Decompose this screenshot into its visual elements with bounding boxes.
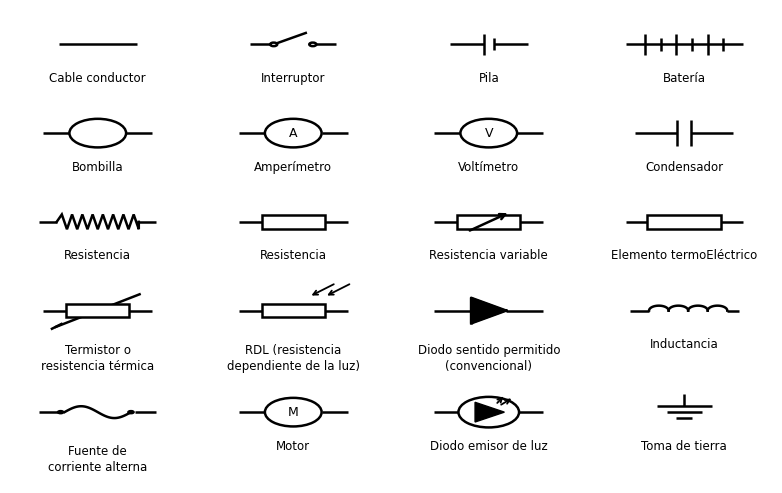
Circle shape: [265, 398, 321, 426]
Text: Bombilla: Bombilla: [72, 161, 124, 174]
Text: Condensador: Condensador: [645, 161, 723, 174]
Text: Amperímetro: Amperímetro: [254, 161, 332, 174]
Text: M: M: [288, 406, 299, 419]
Circle shape: [310, 42, 317, 46]
Text: Inductancia: Inductancia: [650, 338, 719, 351]
Text: Voltímetro: Voltímetro: [458, 161, 519, 174]
Circle shape: [58, 411, 64, 414]
Bar: [647, 215, 722, 229]
Text: RDL (resistencia
dependiente de la luz): RDL (resistencia dependiente de la luz): [227, 344, 360, 373]
Circle shape: [70, 119, 126, 147]
Polygon shape: [475, 402, 504, 422]
Circle shape: [271, 42, 278, 46]
Text: Cable conductor: Cable conductor: [49, 72, 146, 85]
Circle shape: [458, 397, 519, 427]
Polygon shape: [471, 298, 507, 323]
Bar: [457, 215, 520, 229]
Text: Pila: Pila: [479, 72, 499, 85]
Text: Diodo sentido permitido
(convencional): Diodo sentido permitido (convencional): [418, 344, 560, 373]
Text: Resistencia: Resistencia: [260, 249, 327, 262]
Text: Diodo emisor de luz: Diodo emisor de luz: [430, 440, 547, 453]
Text: Motor: Motor: [276, 440, 310, 453]
Text: V: V: [485, 127, 493, 140]
Bar: [66, 304, 129, 317]
Bar: [262, 215, 325, 229]
Text: Batería: Batería: [663, 72, 705, 85]
Circle shape: [265, 119, 321, 147]
Text: Interruptor: Interruptor: [261, 72, 325, 85]
Text: A: A: [289, 127, 297, 140]
Text: Termistor o
resistencia térmica: Termistor o resistencia térmica: [41, 344, 154, 373]
Text: Elemento termoEléctrico: Elemento termoEléctrico: [611, 249, 758, 262]
Text: Toma de tierra: Toma de tierra: [641, 440, 727, 453]
Circle shape: [461, 119, 517, 147]
Text: Resistencia: Resistencia: [64, 249, 131, 262]
Text: Resistencia variable: Resistencia variable: [429, 249, 548, 262]
Circle shape: [128, 411, 135, 414]
Text: Fuente de
corriente alterna: Fuente de corriente alterna: [48, 445, 147, 474]
Bar: [262, 304, 325, 317]
